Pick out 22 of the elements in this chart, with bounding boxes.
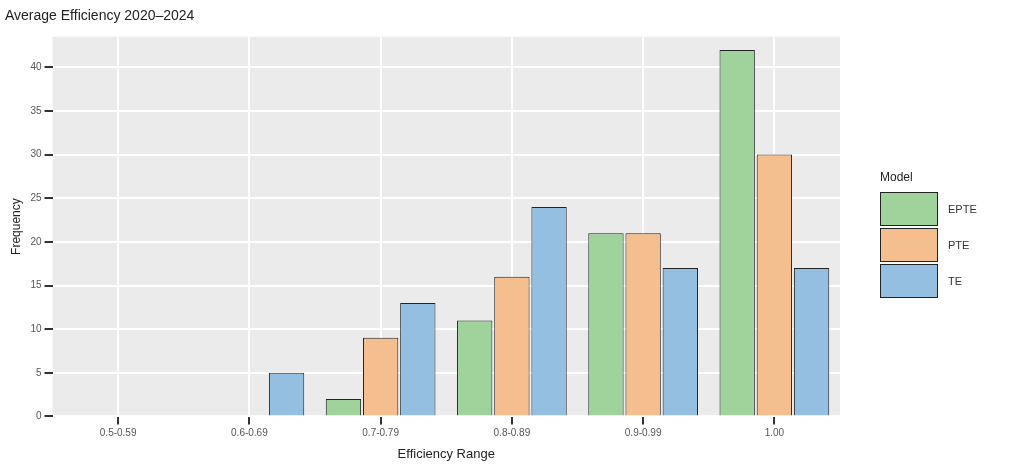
- text: EPTE: [948, 203, 977, 215]
- y-tick-label: 5: [35, 366, 42, 378]
- y-tick-label: 20: [30, 235, 42, 247]
- chart-title: Average Efficiency 2020–2024: [5, 7, 195, 24]
- x-tick-label: 0.9-0.99: [624, 427, 662, 439]
- x-tick-label: 0.8-0.89: [493, 427, 531, 439]
- y-tick-label: 10: [30, 322, 42, 334]
- y-tick-label: 0: [35, 410, 42, 422]
- x-tick-label: 0.6-0.69: [231, 427, 269, 439]
- x-tick-label: 0.7-0.79: [362, 427, 400, 439]
- y-tick-label: 40: [30, 61, 42, 73]
- y-tick-label: 35: [30, 104, 42, 116]
- x-tick-label: 0.5-0.59: [99, 427, 137, 439]
- text: PTE: [948, 239, 970, 251]
- x-tick-label: 1.00: [764, 427, 785, 439]
- y-tick-label: 15: [30, 279, 42, 291]
- y-tick-label: 25: [30, 191, 42, 203]
- legend-title: Model: [880, 170, 914, 184]
- y-tick-label: 30: [30, 148, 42, 160]
- text: TE: [948, 275, 963, 287]
- x-axis-title: Efficiency Range: [397, 445, 495, 461]
- y-axis-title: Frequency: [8, 198, 23, 255]
